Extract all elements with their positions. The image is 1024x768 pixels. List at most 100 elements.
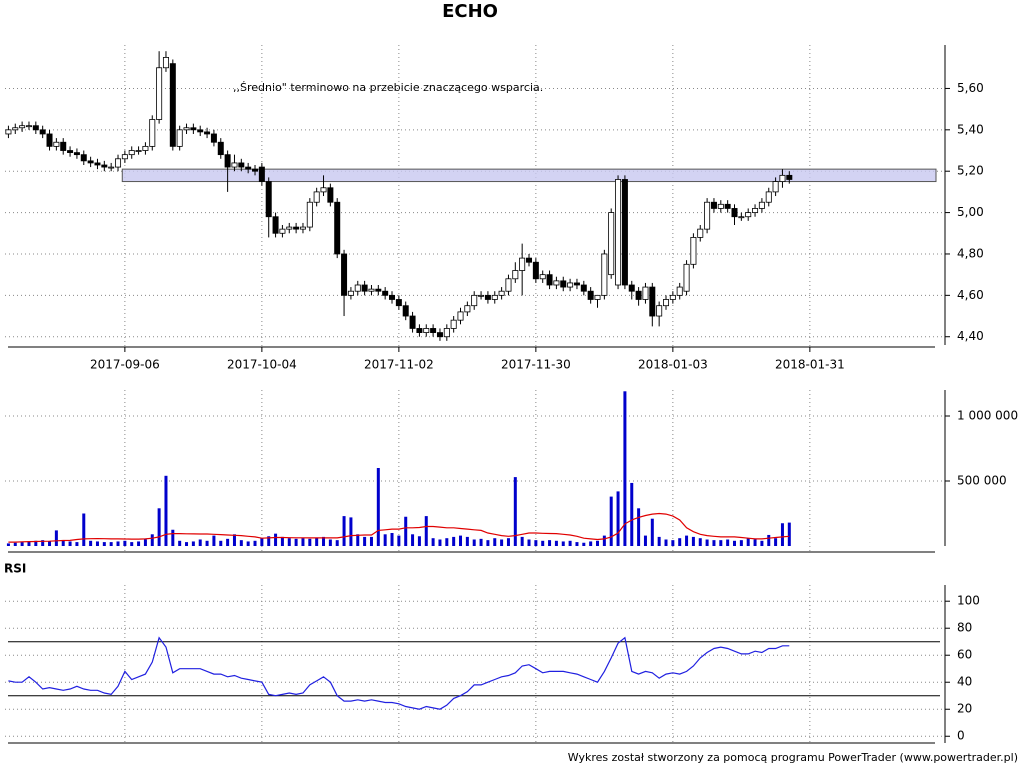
candle-body <box>731 208 738 218</box>
volume-bar <box>178 540 182 546</box>
volume-bar <box>383 534 387 546</box>
volume-bar <box>459 535 463 546</box>
y-tick-label: 4,60 <box>957 288 984 302</box>
candle-body <box>649 286 656 317</box>
volume-bar <box>20 542 24 546</box>
candle-body <box>347 290 354 296</box>
volume-bar <box>417 536 421 546</box>
candle-body <box>553 280 560 286</box>
volume-bar <box>342 516 346 546</box>
candle-body <box>669 294 676 300</box>
volume-bar <box>157 508 161 546</box>
volume-bar <box>609 496 613 546</box>
candle-body <box>115 158 122 168</box>
candle-body <box>704 201 711 230</box>
volume-bar <box>787 522 791 546</box>
candle-body <box>238 162 245 168</box>
candle-body <box>39 129 46 135</box>
volume-bar <box>438 539 442 546</box>
volume-bar <box>486 540 490 546</box>
candle-body <box>53 141 60 147</box>
y-tick-label: 60 <box>957 648 972 662</box>
volume-bar <box>780 523 784 546</box>
volume-bar <box>513 477 517 546</box>
candle-body <box>663 299 670 307</box>
candle-body <box>457 311 464 321</box>
candle-body <box>5 129 12 135</box>
volume-bar <box>143 539 147 546</box>
candle-body <box>25 125 32 128</box>
candle-body <box>46 133 53 147</box>
candle-body <box>402 305 409 317</box>
volume-bar <box>767 534 771 546</box>
candle-body <box>724 203 731 209</box>
candle-body <box>231 162 238 168</box>
candle-body <box>539 274 546 280</box>
volume-bar <box>424 516 428 546</box>
volume-bar <box>397 535 401 546</box>
volume-bar <box>404 516 408 546</box>
y-tick-label: 20 <box>957 702 972 716</box>
volume-bar <box>239 540 243 546</box>
candle-body <box>752 208 759 213</box>
volume-bar <box>246 541 250 546</box>
y-tick-label: 5,00 <box>957 205 984 219</box>
candle-body <box>786 174 793 180</box>
volume-bar <box>500 539 504 546</box>
volume-bar <box>82 513 86 546</box>
volume-bar <box>75 542 79 546</box>
x-tick-label: 2017-11-02 <box>364 358 434 372</box>
candle-body <box>94 162 101 166</box>
y-tick-label: 5,60 <box>957 81 984 95</box>
candle-body <box>710 201 717 209</box>
candle-body <box>334 201 341 255</box>
candle-body <box>73 152 80 156</box>
volume-bar <box>274 533 278 546</box>
line <box>8 636 790 710</box>
volume-bar <box>657 536 661 546</box>
volume-bar <box>164 475 168 546</box>
volume-bar <box>472 539 476 546</box>
volume-bar <box>287 538 291 546</box>
volume-bar <box>212 535 216 546</box>
volume-bar <box>431 538 435 546</box>
y-tick-label: 0 <box>957 729 965 743</box>
candle-body <box>354 284 361 292</box>
candle-body <box>135 150 142 152</box>
volume-bar <box>726 539 730 546</box>
candle-body <box>601 253 608 296</box>
volume-bar <box>753 539 757 546</box>
candle-body <box>532 261 539 280</box>
volume-bar <box>294 538 298 546</box>
candle-body <box>526 257 533 263</box>
volume-bar <box>520 536 524 546</box>
candle-body <box>60 141 67 151</box>
candle-body <box>395 299 402 307</box>
volume-bar <box>390 533 394 546</box>
volume-bar <box>150 534 154 546</box>
volume-bar <box>349 517 353 546</box>
candle-body <box>320 187 327 193</box>
candle-body <box>108 166 115 169</box>
candle-body <box>409 315 416 329</box>
volume-bar <box>479 538 483 546</box>
volume-bar <box>465 536 469 546</box>
candle-body <box>389 294 396 300</box>
candle-body <box>676 286 683 296</box>
candle-body <box>156 67 163 120</box>
y-tick-label: 40 <box>957 675 972 689</box>
volume-bar <box>356 534 360 546</box>
candle-body <box>423 328 430 333</box>
y-tick-label: 1 000 000 <box>957 409 1018 423</box>
volume-bar <box>650 518 654 546</box>
volume-bar <box>13 542 17 546</box>
candle-body <box>546 274 553 286</box>
candle-body <box>505 278 512 292</box>
volume-bar <box>589 541 593 546</box>
volume-bar <box>506 538 510 546</box>
candle-body <box>80 154 87 162</box>
candle-body <box>484 294 491 300</box>
candle-body <box>142 145 149 151</box>
volume-bar <box>109 542 113 546</box>
volume-bar <box>34 540 38 546</box>
